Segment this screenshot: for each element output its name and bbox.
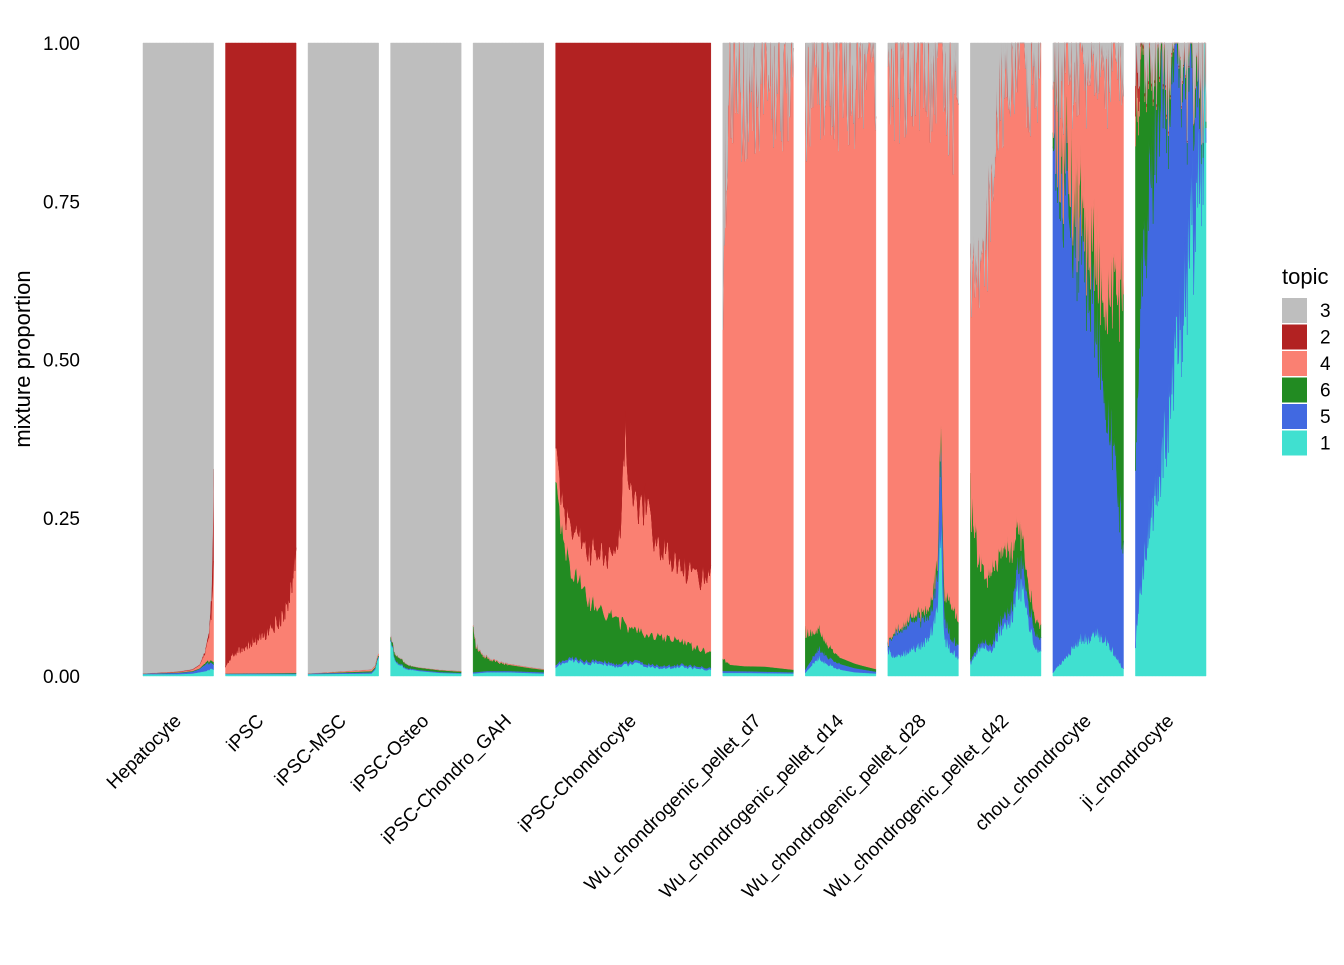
x-tick-label-iPSC-Chondrocyte: iPSC-Chondrocyte <box>515 711 641 837</box>
panel-Wu_chondrogenic_pellet_d7 <box>722 42 794 677</box>
topic-4-area <box>887 42 959 647</box>
y-tick-label: 0.50 <box>43 351 80 372</box>
topic-2-area <box>555 42 712 591</box>
y-axis-title: mixture proportion <box>10 270 35 447</box>
topic-1-area <box>225 673 297 677</box>
topic-3-area <box>390 42 462 672</box>
y-tick-label: 0.25 <box>43 509 80 530</box>
legend-label-5: 5 <box>1320 407 1331 428</box>
legend-label-2: 2 <box>1320 328 1331 349</box>
panel-iPSC-MSC <box>307 42 379 677</box>
legend-swatch-2 <box>1282 324 1307 350</box>
legend-label-4: 4 <box>1320 354 1331 375</box>
legend: topic 3 2 4 6 5 1 <box>1282 264 1331 456</box>
y-axis: 0.00 0.25 0.50 0.75 1.00 <box>43 34 80 688</box>
topic-3-area <box>307 42 379 674</box>
topic-3-area <box>1052 42 1124 135</box>
plot-panels <box>142 42 1207 677</box>
x-tick-label-iPSC-MSC: iPSC-MSC <box>271 711 351 791</box>
panel-iPSC <box>225 42 297 677</box>
legend-label-3: 3 <box>1320 301 1331 322</box>
panel-iPSC-Chondrocyte <box>555 42 712 677</box>
panel-Wu_chondrogenic_pellet_d42 <box>970 42 1042 677</box>
topic-3-area <box>970 42 1041 318</box>
panel-Hepatocyte <box>142 42 214 677</box>
panel-Wu_chondrogenic_pellet_d14 <box>805 42 877 677</box>
y-tick-label: 1.00 <box>43 34 80 55</box>
x-tick-label-iPSC: iPSC <box>223 711 268 756</box>
topic-3-area <box>722 42 794 330</box>
legend-swatch-3 <box>1282 298 1307 323</box>
x-tick-label-Hepatocyte: Hepatocyte <box>103 711 186 794</box>
topic-4-area <box>805 42 877 670</box>
topic-3-area <box>887 42 959 175</box>
topic-2-area <box>225 42 297 668</box>
x-tick-label-iPSC-Osteo: iPSC-Osteo <box>348 711 434 797</box>
panel-iPSC-Osteo <box>390 42 462 677</box>
legend-swatch-6 <box>1282 377 1307 403</box>
y-tick-label: 0.75 <box>43 192 80 213</box>
topic-3-area <box>142 42 214 674</box>
panel-chou_chondrocyte <box>1052 42 1124 677</box>
panel-iPSC-Chondro_GAH <box>472 42 544 677</box>
topic-3-area <box>1135 42 1207 145</box>
legend-title: topic <box>1282 264 1328 289</box>
legend-swatch-4 <box>1282 351 1307 376</box>
legend-swatch-1 <box>1282 430 1307 456</box>
topic-3-area <box>472 42 544 670</box>
legend-label-1: 1 <box>1320 434 1331 455</box>
topic-3-area <box>805 42 877 162</box>
legend-swatch-5 <box>1282 404 1307 429</box>
legend-label-6: 6 <box>1320 381 1331 402</box>
y-tick-label: 0.00 <box>43 667 80 688</box>
panel-Wu_chondrogenic_pellet_d28 <box>887 42 959 677</box>
panel-ji_chondrocyte <box>1135 42 1207 677</box>
